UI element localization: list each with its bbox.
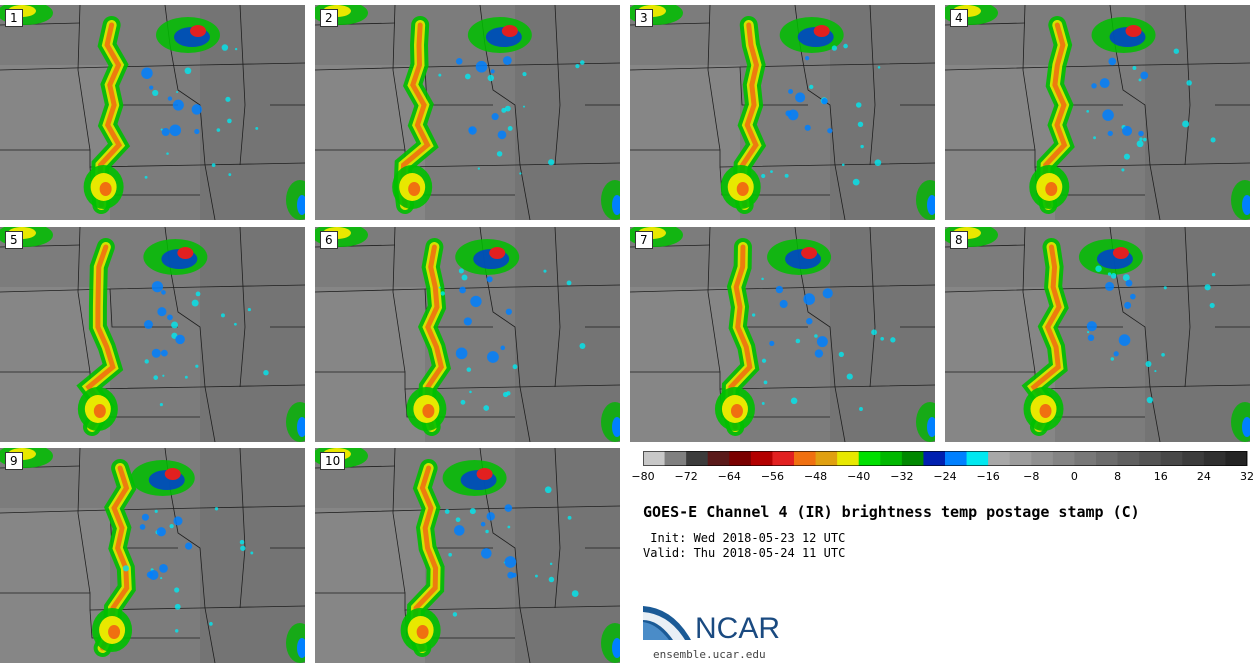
colorbar-segment: [923, 451, 946, 466]
colorbar-segment: [1160, 451, 1183, 466]
colorbar-segment: [1139, 451, 1162, 466]
satellite-map: [315, 227, 620, 442]
colorbar-segment: [1182, 451, 1205, 466]
panel-label: 2: [320, 9, 338, 27]
colorbar-segment: [686, 451, 709, 466]
satellite-map: [0, 448, 305, 663]
satellite-map: [0, 227, 305, 442]
panel-3: 3: [630, 5, 935, 220]
satellite-map: [945, 227, 1250, 442]
panel-label: 4: [950, 9, 968, 27]
colorbar-segment: [966, 451, 989, 466]
panel-6: 6: [315, 227, 620, 442]
colorbar-segment: [664, 451, 687, 466]
colorbar-segment: [858, 451, 881, 466]
panel-label: 10: [320, 452, 346, 470]
colorbar-segment: [1203, 451, 1226, 466]
panel-8: 8: [945, 227, 1250, 442]
colorbar-segment: [1009, 451, 1032, 466]
colorbar-segment: [750, 451, 773, 466]
colorbar-segment: [772, 451, 795, 466]
temperature-colorbar: [643, 451, 1248, 466]
colorbar-segment: [707, 451, 730, 466]
colorbar-tick-label: −40: [847, 470, 871, 483]
colorbar-segment: [643, 451, 666, 466]
panel-label: 5: [5, 231, 23, 249]
panel-5: 5: [0, 227, 305, 442]
colorbar-segment: [729, 451, 752, 466]
ncar-logo-text: NCAR: [695, 612, 780, 645]
panel-9: 9: [0, 448, 305, 663]
panel-label: 9: [5, 452, 23, 470]
colorbar-tick-label: −16: [976, 470, 1000, 483]
colorbar-segment: [794, 451, 817, 466]
panel-label: 3: [635, 9, 653, 27]
satellite-map: [630, 5, 935, 220]
panel-label: 1: [5, 9, 23, 27]
valid-time: Valid: Thu 2018-05-24 11 UTC: [643, 546, 846, 560]
colorbar-tick-label: 24: [1196, 470, 1211, 483]
colorbar-segment: [815, 451, 838, 466]
colorbar-tick-label: 8: [1114, 470, 1122, 483]
colorbar-segment: [1052, 451, 1075, 466]
ncar-logo: NCAR: [643, 606, 780, 645]
panel-label: 6: [320, 231, 338, 249]
satellite-map: [315, 448, 620, 663]
colorbar-tick-label: 16: [1153, 470, 1168, 483]
satellite-map: [630, 227, 935, 442]
logo-website: ensemble.ucar.edu: [653, 648, 766, 661]
chart-title: GOES-E Channel 4 (IR) brightness temp po…: [643, 503, 1140, 521]
satellite-map: [945, 5, 1250, 220]
colorbar-tick-label: −48: [803, 470, 828, 483]
colorbar-tick-label: −72: [674, 470, 698, 483]
colorbar-segment: [1031, 451, 1054, 466]
colorbar-segment: [901, 451, 924, 466]
colorbar-tick-label: −64: [717, 470, 741, 483]
init-time: Init: Wed 2018-05-23 12 UTC: [643, 531, 846, 545]
colorbar-segment: [1225, 451, 1248, 466]
colorbar-tick-label: −8: [1023, 470, 1040, 483]
colorbar-tick-label: −56: [760, 470, 785, 483]
colorbar-segment: [988, 451, 1011, 466]
panel-7: 7: [630, 227, 935, 442]
colorbar-tick-label: 32: [1240, 470, 1254, 483]
satellite-map: [315, 5, 620, 220]
panel-2: 2: [315, 5, 620, 220]
colorbar-tick-label: −80: [631, 470, 655, 483]
panel-10: 10: [315, 448, 620, 663]
satellite-map: [0, 5, 305, 220]
colorbar-tick-label: 0: [1070, 470, 1078, 483]
colorbar-segment: [1074, 451, 1097, 466]
colorbar-segment: [880, 451, 903, 466]
colorbar-tick-label: −32: [890, 470, 914, 483]
colorbar-segment: [1096, 451, 1119, 466]
panel-label: 7: [635, 231, 653, 249]
colorbar-segment: [837, 451, 860, 466]
panel-4: 4: [945, 5, 1250, 220]
panel-label: 8: [950, 231, 968, 249]
colorbar-segment: [1117, 451, 1140, 466]
colorbar-segment: [945, 451, 968, 466]
colorbar-tick-label: −24: [933, 470, 957, 483]
panel-1: 1: [0, 5, 305, 220]
